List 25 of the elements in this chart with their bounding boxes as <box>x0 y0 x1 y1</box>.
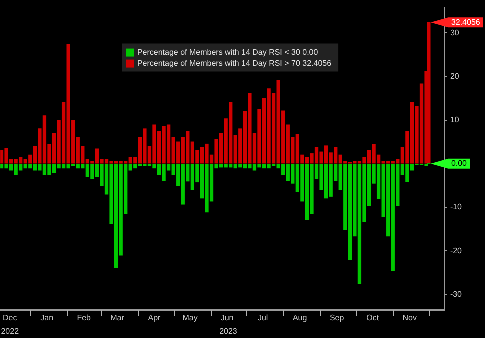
annotation: 32.4056 <box>451 18 481 27</box>
x-tick-label: Jul <box>258 313 268 322</box>
legend-label: Percentage of Members with 14 Day RSI < 30 0.00 <box>137 48 319 58</box>
legend-label: Percentage of Members with 14 Day RSI > 70 32.4056 <box>137 59 332 68</box>
text: 2023 <box>220 327 238 336</box>
x-tick-label: Apr <box>148 313 162 322</box>
y-tick-label: -10 <box>450 202 463 212</box>
x-tick-label: May <box>182 313 198 322</box>
text: 2022 <box>1 327 20 336</box>
x-tick-label: Oct <box>366 313 380 322</box>
x-tick-label: Feb <box>77 313 92 322</box>
x-tick-label: Jan <box>40 313 54 322</box>
bar <box>427 22 431 164</box>
y-tick-label: 10 <box>450 115 460 124</box>
x-tick-label: Dec <box>2 313 18 322</box>
y-tick-label: -30 <box>450 290 463 299</box>
y-tick-label: 20 <box>450 72 460 81</box>
annotation: 0.00 <box>451 159 468 168</box>
x-tick-label: Aug <box>292 313 308 322</box>
x-tick-label: Jun <box>220 313 234 322</box>
y-tick-label: -20 <box>450 246 463 256</box>
x-tick-label: Nov <box>402 313 417 322</box>
y-tick-label: 30 <box>450 28 460 38</box>
x-tick-label: Sep <box>330 313 345 322</box>
x-tick-label: Mar <box>110 313 125 322</box>
